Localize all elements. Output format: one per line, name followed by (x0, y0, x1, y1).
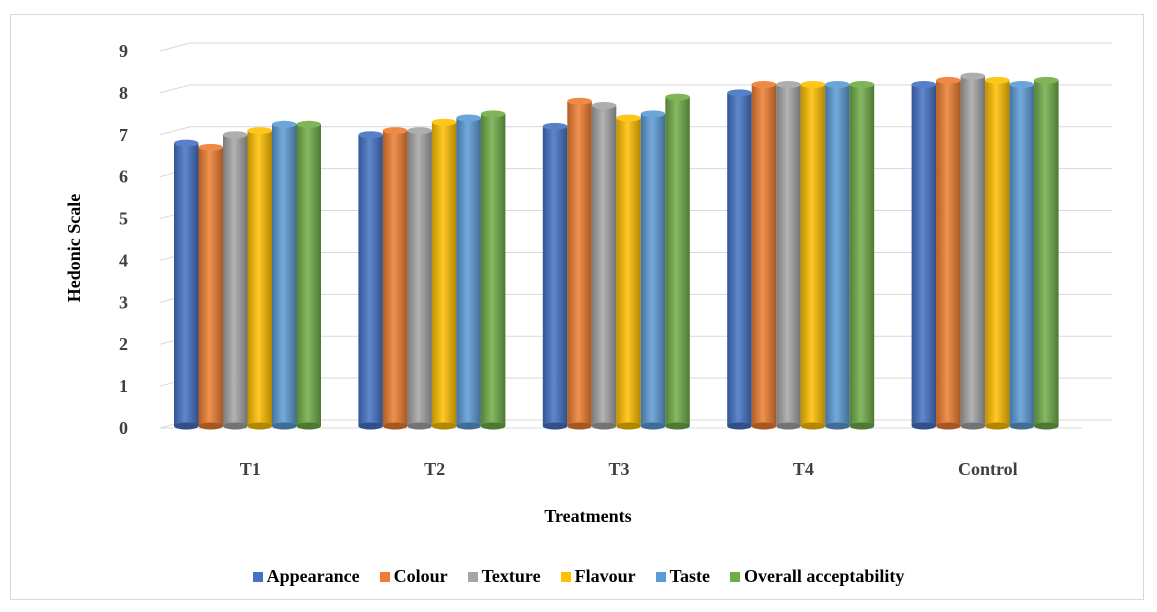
legend-item: Flavour (560, 566, 636, 587)
bar (751, 81, 777, 430)
bar (567, 97, 592, 430)
bar (247, 127, 272, 430)
x-tick-label: Control (958, 459, 1018, 479)
bar (431, 118, 457, 430)
x-axis-title: Treatments (544, 506, 631, 526)
y-tick-label: 9 (119, 41, 128, 61)
bar (174, 139, 199, 430)
legend-label: Texture (481, 566, 541, 586)
y-axis-ticks: 0 1 2 3 4 5 6 7 8 9 (119, 41, 128, 438)
bar (1009, 81, 1035, 430)
bars (174, 72, 1059, 430)
bar (591, 101, 617, 430)
y-tick-label: 2 (119, 334, 128, 354)
legend-swatch (655, 571, 666, 582)
gridline-depth (159, 42, 191, 52)
bar (223, 131, 248, 430)
x-axis-ticks: T1 T2 T3 T4 Control (240, 459, 1018, 479)
y-tick-label: 8 (119, 83, 128, 103)
legend-swatch (560, 571, 571, 582)
legend-label: Overall acceptability (743, 566, 905, 586)
bar (296, 120, 321, 430)
bar (616, 114, 641, 430)
legend-item: Appearance (252, 566, 360, 587)
legend-swatch (467, 571, 478, 582)
legend-swatch (729, 571, 740, 582)
legend-item: Texture (467, 566, 541, 587)
bar (985, 76, 1010, 430)
bar (542, 122, 568, 430)
bar (849, 81, 875, 430)
bar (480, 110, 506, 430)
bar (272, 120, 297, 430)
legend-label: Taste (669, 566, 710, 586)
y-tick-label: 1 (119, 376, 128, 396)
legend-swatch (252, 571, 263, 582)
bar (960, 72, 986, 430)
legend-label: Appearance (266, 566, 360, 586)
y-axis-title: Hedonic Scale (64, 194, 84, 303)
bar (911, 81, 937, 430)
bar-chart: 0 1 2 3 4 5 6 7 8 9 T1 T2 T3 T4 Control Hedonic Scale… (64, 41, 1112, 526)
bar (800, 81, 826, 430)
bar (665, 93, 690, 430)
y-tick-label: 6 (119, 167, 128, 187)
y-tick-label: 7 (119, 125, 128, 145)
bar (358, 131, 383, 430)
x-tick-label: T2 (424, 459, 445, 479)
legend-label: Flavour (574, 566, 636, 586)
bar (382, 127, 408, 430)
bar (727, 89, 752, 430)
bar (640, 110, 666, 430)
y-tick-label: 3 (119, 292, 128, 312)
bar (407, 127, 432, 430)
gridline-depth (159, 126, 191, 136)
x-tick-label: T4 (793, 459, 814, 479)
bar (776, 81, 801, 430)
legend-item: Colour (379, 566, 448, 587)
x-tick-label: T1 (240, 459, 261, 479)
y-tick-label: 0 (119, 418, 128, 438)
legend-label: Colour (393, 566, 448, 586)
bar (1034, 76, 1059, 430)
legend: Appearance Colour Texture Flavour Taste Overa… (0, 566, 1157, 587)
bar (198, 143, 223, 430)
legend-item: Taste (655, 566, 710, 587)
bar (825, 81, 850, 430)
y-tick-label: 4 (119, 250, 128, 270)
legend-swatch (379, 571, 390, 582)
y-tick-label: 5 (119, 209, 128, 229)
legend-item: Overall acceptability (729, 566, 905, 587)
gridline-depth (159, 84, 191, 94)
bar (936, 76, 961, 430)
x-tick-label: T3 (608, 459, 629, 479)
bar (456, 114, 481, 430)
